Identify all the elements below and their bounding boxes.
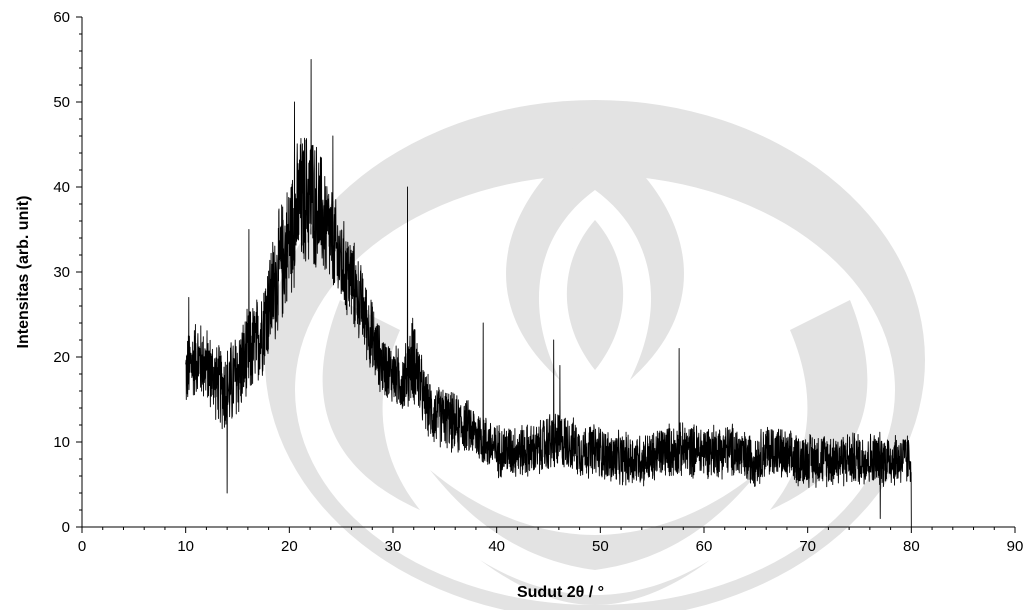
- y-axis-title: Intensitas (arb. unit): [15, 196, 32, 349]
- watermark-emblem: [265, 100, 925, 610]
- y-tick-label: 0: [62, 519, 70, 536]
- y-tick-label: 40: [53, 179, 70, 196]
- y-axis: 0 10 20 30 40 50 60: [53, 9, 82, 536]
- y-tick-label: 60: [53, 9, 70, 26]
- x-axis-title: Sudut 2θ / °: [517, 584, 604, 601]
- y-tick-label: 50: [53, 94, 70, 111]
- x-tick-label: 80: [903, 538, 920, 555]
- x-tick-label: 40: [488, 538, 505, 555]
- y-tick-label: 30: [53, 264, 70, 281]
- x-tick-label: 90: [1007, 538, 1024, 555]
- x-tick-label: 0: [78, 538, 86, 555]
- x-tick-label: 10: [177, 538, 194, 555]
- x-tick-label: 20: [281, 538, 298, 555]
- x-tick-label: 60: [696, 538, 713, 555]
- series-line: [185, 59, 912, 528]
- y-tick-label: 10: [53, 434, 70, 451]
- x-tick-label: 30: [385, 538, 402, 555]
- y-tick-label: 20: [53, 349, 70, 366]
- x-tick-label: 70: [799, 538, 816, 555]
- x-axis: 0 10 20 30 40 50 60 70 80 90: [78, 527, 1024, 555]
- series-layer: [185, 59, 912, 528]
- x-tick-label: 50: [592, 538, 609, 555]
